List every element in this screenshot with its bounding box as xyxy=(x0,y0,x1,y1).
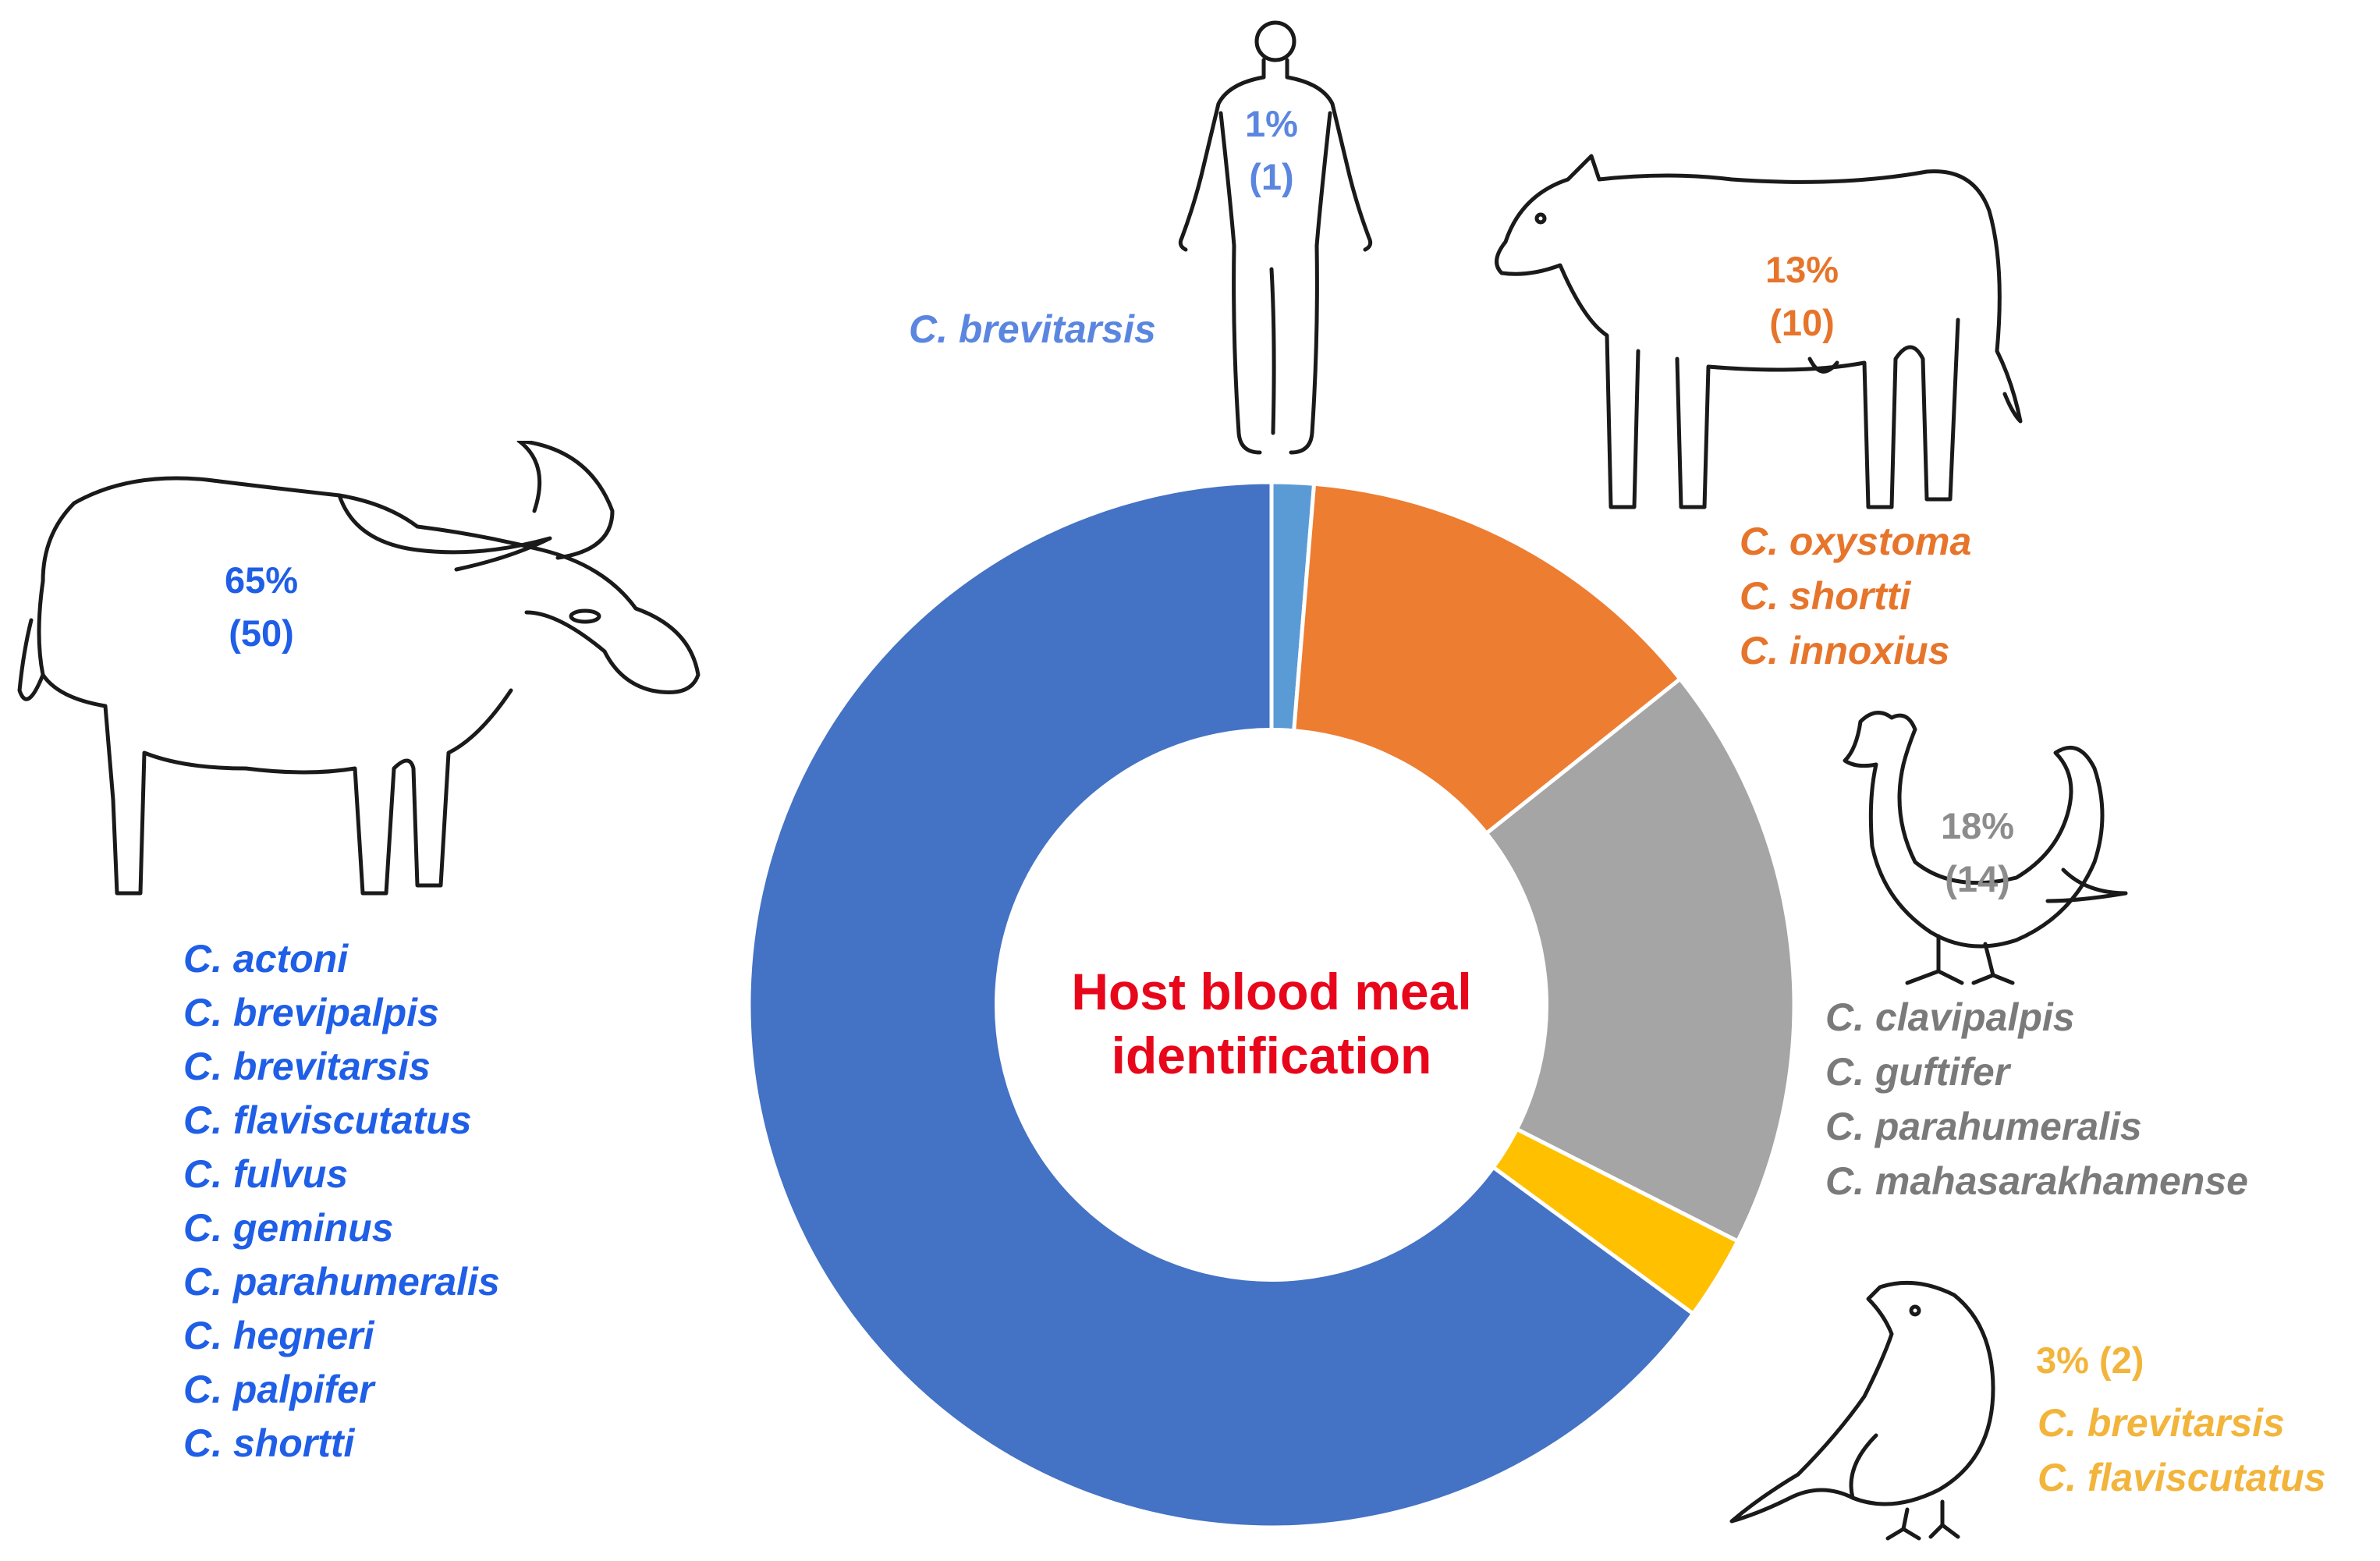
bird-species-1: C. brevitarsis xyxy=(2038,1401,2285,1445)
buffalo-species-1: C. actoni xyxy=(183,937,349,981)
cattle-species-1: C. oxystoma xyxy=(1740,520,1972,563)
chicken-count-label: (14) xyxy=(1945,858,2010,899)
buffalo-species-8: C. hegneri xyxy=(183,1314,374,1357)
chicken-species-3: C. parahumeralis xyxy=(1825,1105,2142,1148)
cattle-count-label: (10) xyxy=(1769,302,1835,343)
buffalo-species-4: C. flaviscutatus xyxy=(183,1098,472,1142)
bird-icon xyxy=(1729,1280,1995,1541)
chicken-species-2: C. guftifer xyxy=(1825,1050,2010,1094)
chicken-icon xyxy=(1843,711,2128,985)
buffalo-species-6: C. geminus xyxy=(183,1206,394,1250)
cow-icon xyxy=(1495,154,2023,509)
chicken-percent-label: 18% xyxy=(1940,805,2015,846)
chicken-species-4: C. mahasarakhamense xyxy=(1825,1159,2248,1203)
donut-hole xyxy=(995,728,1548,1282)
buffalo-species-2: C. brevipalpis xyxy=(183,991,439,1034)
buffalo-species-10: C. shortti xyxy=(183,1421,355,1465)
buffalo-species-9: C. palpifer xyxy=(183,1368,374,1411)
buffalo-species-5: C. fulvus xyxy=(183,1152,349,1196)
bird-species-2: C. flaviscutatus xyxy=(2038,1456,2326,1499)
cattle-species-2: C. shortti xyxy=(1740,574,1911,618)
buffalo-icon xyxy=(17,441,701,896)
buffalo-percent-label: 65% xyxy=(224,559,299,601)
buffalo-species-7: C. parahumeralis xyxy=(183,1260,500,1304)
cattle-percent-label: 13% xyxy=(1765,249,1839,290)
human-species-label: C. brevitarsis xyxy=(909,307,1156,351)
chicken-species-1: C. clavipalpis xyxy=(1825,995,2075,1039)
human-count-label: (1) xyxy=(1249,156,1294,197)
human-percent-label: 1% xyxy=(1245,103,1298,144)
human-silhouette-icon xyxy=(1178,20,1373,455)
bird-percent-label: 3% (2) xyxy=(2036,1339,2144,1381)
buffalo-count-label: (50) xyxy=(229,612,294,654)
cattle-species-3: C. innoxius xyxy=(1740,629,1950,672)
chart-title: Host blood meal identification xyxy=(1071,963,1472,1084)
buffalo-species-3: C. brevitarsis xyxy=(183,1045,431,1088)
